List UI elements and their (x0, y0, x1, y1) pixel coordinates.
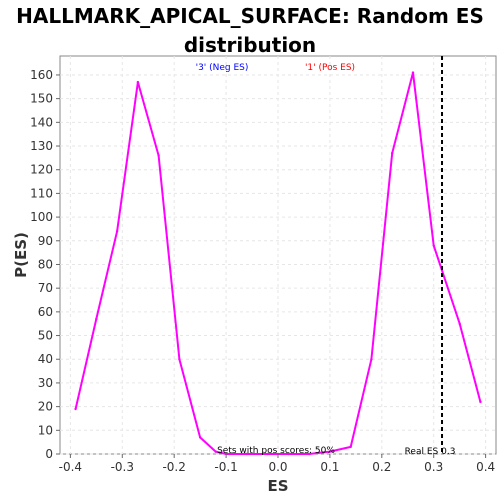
y-tick-label: 140 (30, 115, 53, 129)
chart-title-line-1: HALLMARK_APICAL_SURFACE: Random ES (16, 4, 484, 28)
x-tick-label: 0.2 (372, 460, 391, 474)
data-point (390, 151, 394, 155)
y-tick-label: 110 (30, 186, 53, 200)
y-tick-label: 80 (38, 257, 53, 271)
real-es-annotation: Real ES 0.3 (405, 447, 456, 457)
y-tick-label: 20 (38, 400, 53, 414)
y-tick-label: 10 (38, 423, 53, 437)
data-point (74, 407, 77, 411)
data-point (287, 452, 290, 456)
data-point (157, 154, 160, 157)
x-tick-label: 0.0 (268, 460, 287, 474)
y-tick-label: 100 (30, 210, 53, 224)
data-point (370, 358, 373, 361)
y-tick-label: 130 (30, 139, 53, 153)
y-tick-label: 0 (45, 447, 53, 461)
y-tick-label: 30 (38, 376, 53, 390)
legend-neg-es: '3' (Neg ES) (196, 63, 249, 73)
axes (56, 74, 487, 458)
sets-pos-annotation: Sets with pos scores: 50% (217, 446, 335, 456)
data-point (136, 80, 140, 84)
data-point (411, 71, 415, 74)
y-tick-label: 90 (38, 234, 53, 248)
data-point (266, 452, 269, 456)
y-tick-label: 40 (38, 352, 53, 366)
data-point (178, 358, 181, 361)
y-tick-label: 160 (30, 68, 53, 82)
data-point (115, 230, 119, 233)
data-point (432, 244, 435, 247)
data-point (458, 322, 461, 325)
y-tick-label: 50 (38, 329, 53, 343)
x-tick-label: -0.1 (214, 460, 237, 474)
data-point (479, 400, 482, 404)
data-point (307, 452, 311, 456)
chart-title: HALLMARK_APICAL_SURFACE: Random ES distr… (0, 2, 500, 60)
data-point (245, 452, 249, 456)
x-tick-label: -0.4 (59, 460, 82, 474)
legend-pos-es: '1' (Pos ES) (305, 63, 355, 73)
y-tick-label: 120 (30, 163, 53, 177)
x-tick-label: 0.1 (320, 460, 339, 474)
data-point (214, 450, 217, 453)
x-tick-label: -0.3 (111, 460, 134, 474)
data-point (95, 317, 98, 321)
series-layer (74, 71, 482, 456)
data-point (349, 445, 352, 449)
y-tick-label: 150 (30, 92, 53, 106)
y-tick-label: 70 (38, 281, 53, 295)
data-point (328, 450, 332, 453)
x-axis-title: ES (267, 477, 288, 495)
chart-title-line-2: distribution (183, 33, 317, 57)
y-axis-title: P(ES) (12, 232, 30, 278)
y-tick-label: 60 (38, 305, 53, 319)
grid (60, 56, 496, 455)
x-tick-label: 0.4 (476, 460, 495, 474)
x-tick-label: 0.3 (424, 460, 443, 474)
data-point (198, 436, 202, 439)
x-tick-label: -0.2 (162, 460, 185, 474)
chart-labels: 0 10 20 30 40 50 60 70 80 90 100 110 120 130 140 150 160… (12, 63, 495, 495)
